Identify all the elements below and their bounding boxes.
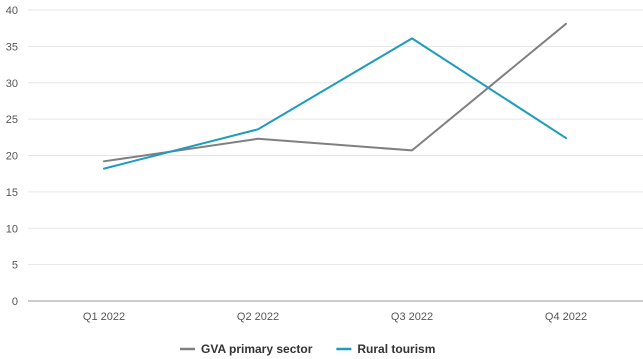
legend-label: GVA primary sector [201, 342, 313, 356]
y-tick-label: 20 [6, 151, 18, 163]
legend-label: Rural tourism [357, 342, 435, 356]
y-tick-label: 35 [6, 41, 18, 53]
x-tick-label: Q4 2022 [545, 311, 587, 323]
gridlines [28, 9, 643, 266]
series-line-1 [103, 37, 567, 170]
y-tick-label: 5 [12, 260, 18, 272]
y-tick-label: 30 [6, 78, 18, 90]
series-lines [103, 22, 567, 170]
x-tick-label: Q2 2022 [237, 311, 279, 323]
y-tick-label: 25 [6, 114, 18, 126]
x-tick-label: Q1 2022 [83, 311, 125, 323]
legend: GVA primary sector Rural tourism [180, 342, 435, 356]
y-tick-label: 0 [12, 296, 18, 308]
y-tick-label: 10 [6, 223, 18, 235]
x-axis: Q1 2022 Q2 2022 Q3 2022 Q4 2022 [83, 311, 587, 323]
y-tick-label: 40 [6, 5, 18, 17]
y-axis: 0 5 10 15 20 25 30 35 40 [6, 5, 18, 308]
y-tick-label: 15 [6, 187, 18, 199]
x-tick-label: Q3 2022 [391, 311, 433, 323]
